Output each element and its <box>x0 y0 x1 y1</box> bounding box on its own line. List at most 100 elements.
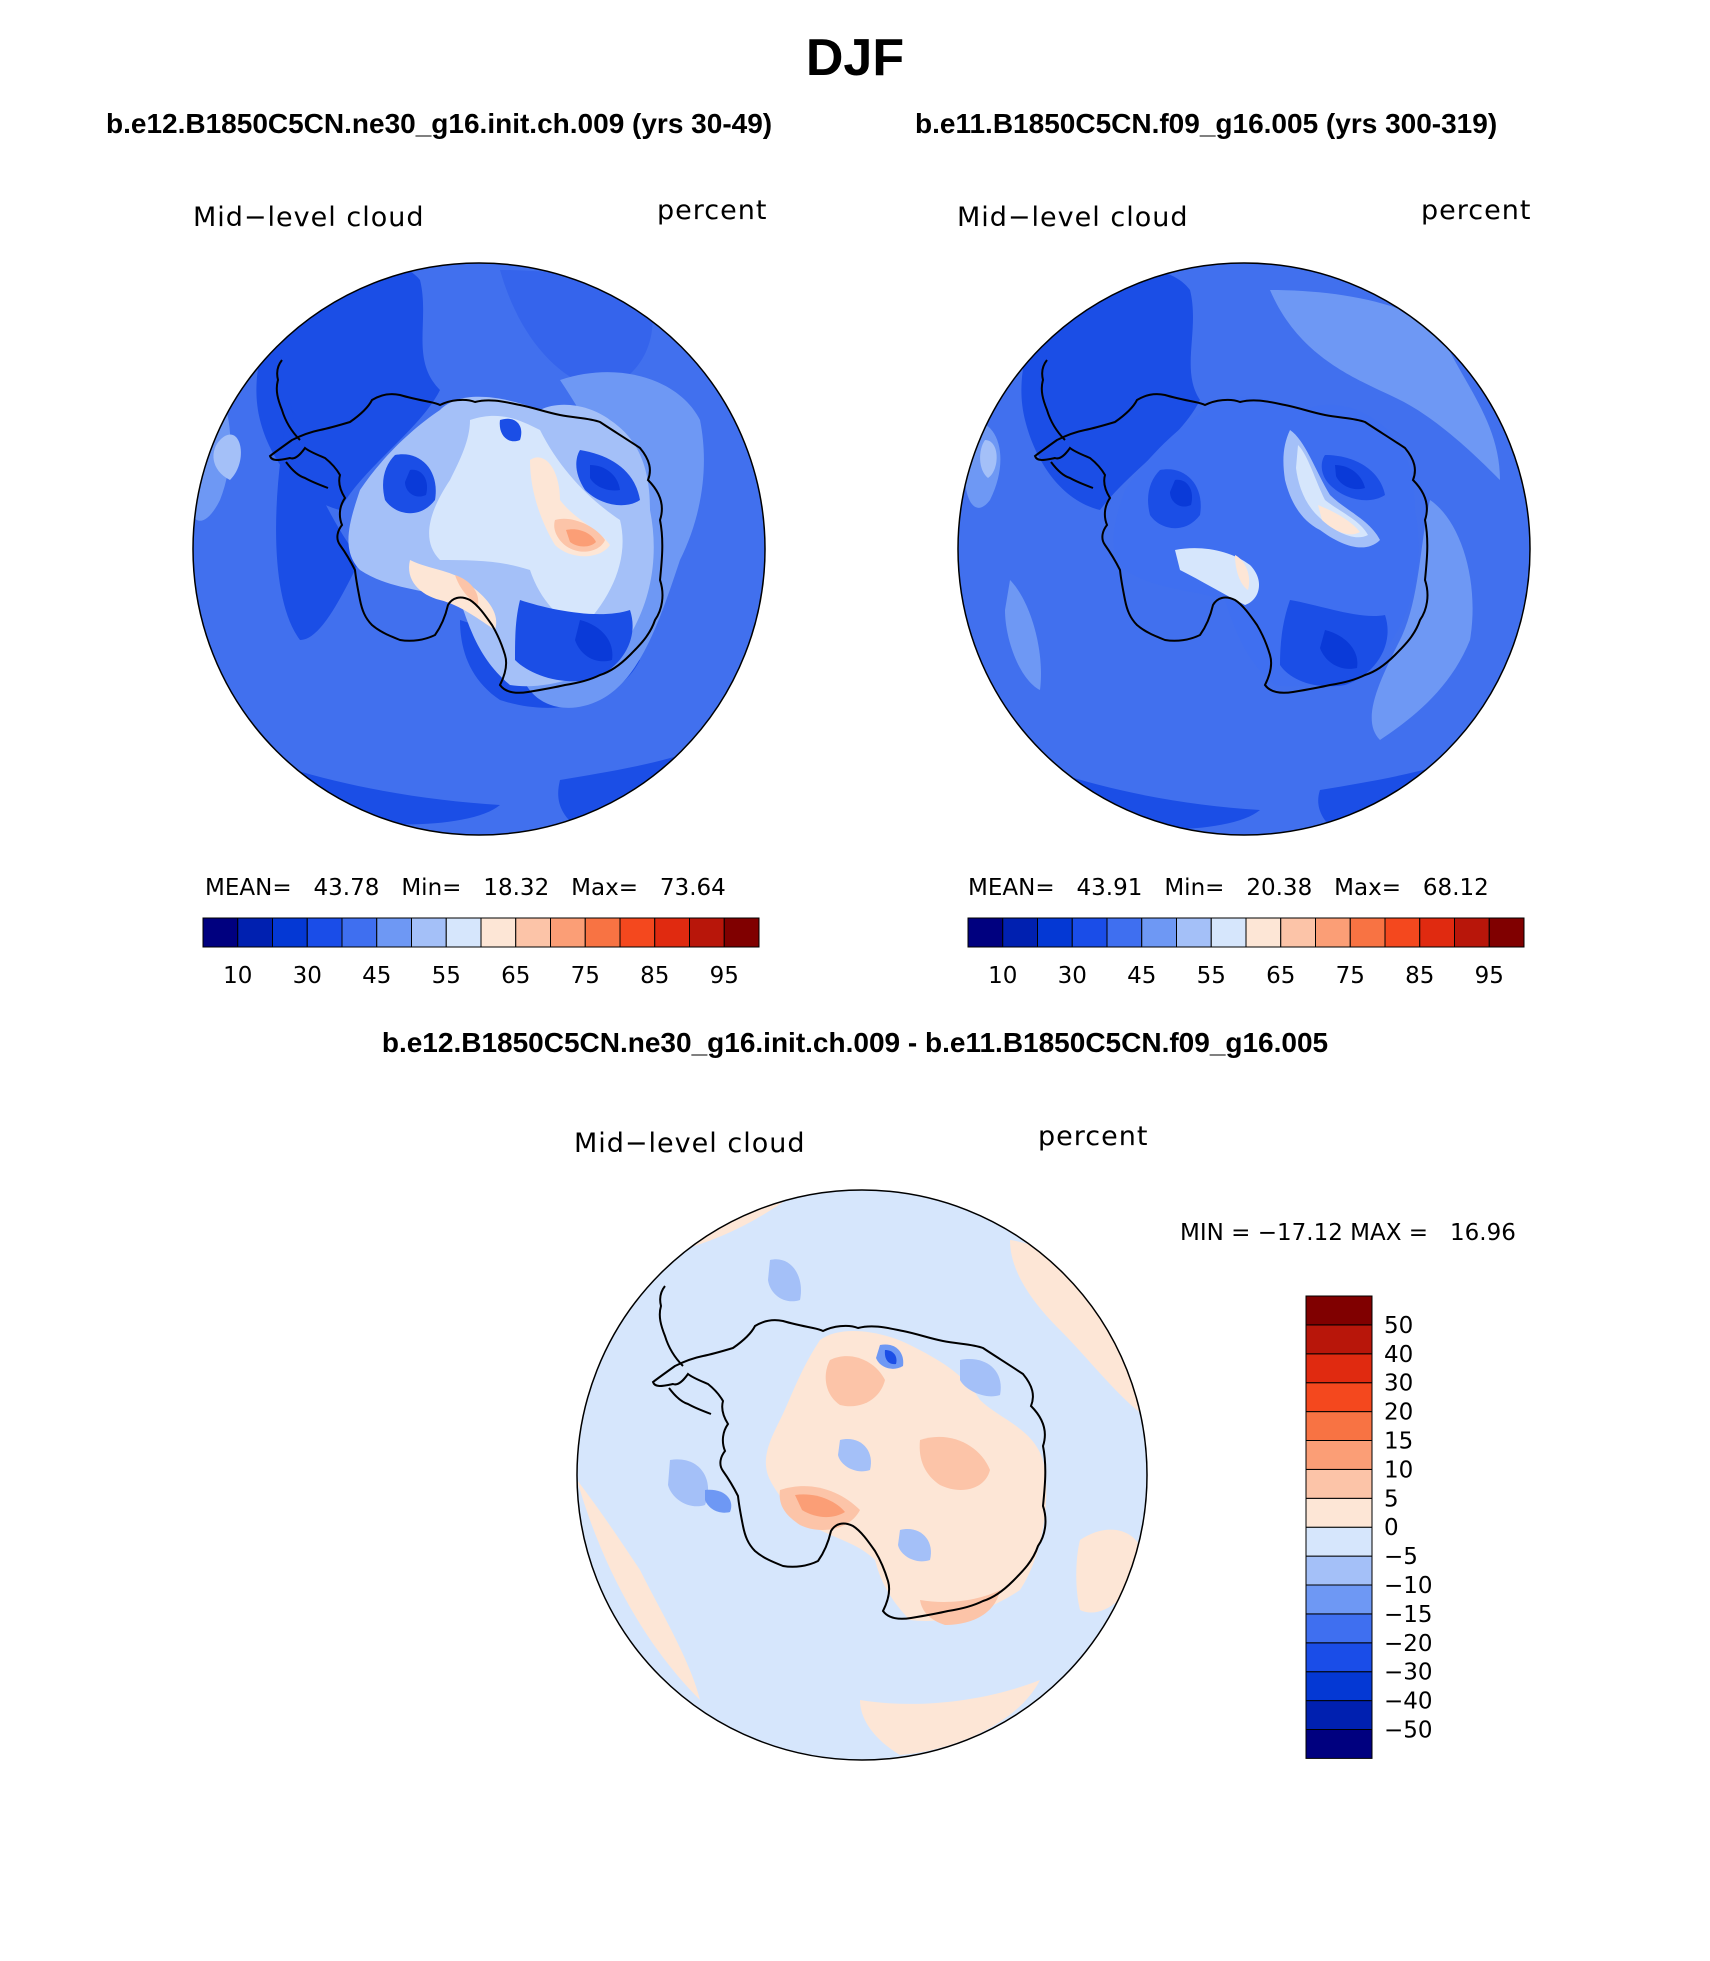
panel-2-colorbar-box <box>1176 917 1212 948</box>
panel-1-colorbar-box <box>723 917 760 948</box>
panel-2-colorbar-box <box>1315 917 1351 948</box>
diff-colorbar-tick-label: 30 <box>1384 1371 1413 1397</box>
diff-colorbar-tick-label: 50 <box>1384 1313 1413 1339</box>
panel-1-colorbar-box <box>341 917 378 948</box>
panel-2-variable-label: Mid−level cloud <box>957 202 1189 233</box>
diff-colorbar-tick-label: 0 <box>1384 1515 1399 1541</box>
panel-2-colorbar-box <box>1454 917 1490 948</box>
panel-2-min-label: Min= <box>1164 875 1225 901</box>
diff-colorbar-tick-label: −15 <box>1384 1602 1433 1628</box>
panel-2-colorbar: 10 30 45 55 65 75 85 95 <box>967 917 1525 989</box>
panel-2-colorbar-box <box>1210 917 1247 948</box>
panel-2-colorbar-tick-label: 45 <box>1127 963 1156 989</box>
diff-colorbar-box <box>1305 1295 1373 1326</box>
panel-2-map <box>957 262 1531 836</box>
figure-title: DJF <box>805 29 905 87</box>
panel-2-colorbar-box <box>1384 917 1421 948</box>
panel-1-colorbar-box <box>445 917 482 948</box>
diff-units-label: percent <box>1038 1121 1149 1152</box>
panel-2-colorbar-tick-label: 65 <box>1266 963 1295 989</box>
panel-1-min-label: Min= <box>401 875 462 901</box>
panel-1-mean-label: MEAN= <box>205 875 292 901</box>
diff-colorbar-tick-label: 40 <box>1384 1342 1413 1368</box>
panel-2-colorbar-box <box>1037 917 1073 948</box>
panel-1-max-label: Max= <box>571 875 638 901</box>
diff-map <box>576 1189 1148 1761</box>
diff-colorbar-box <box>1305 1324 1373 1355</box>
diff-colorbar-box <box>1305 1700 1373 1730</box>
diff-colorbar-tick-label: 15 <box>1384 1429 1413 1455</box>
panel-1-colorbar-box <box>654 917 690 948</box>
diff-colorbar-tick-label: −20 <box>1384 1631 1433 1657</box>
diff-minmax-text: MIN = −17.12 MAX = 16.96 <box>1180 1220 1516 1246</box>
diff-colorbar-box <box>1305 1642 1373 1673</box>
diff-colorbar-box <box>1305 1468 1373 1499</box>
panel-2-min-value: 20.38 <box>1246 875 1313 901</box>
panel-1-mean-value: 43.78 <box>313 875 380 901</box>
diff-colorbar-box <box>1305 1411 1373 1441</box>
panel-1-colorbar-tick-label: 95 <box>710 963 739 989</box>
panel-1-colorbar: 10 30 45 55 65 75 85 95 <box>202 917 760 989</box>
diff-colorbar-tick-label: 20 <box>1384 1400 1413 1426</box>
diff-colorbar-box <box>1305 1382 1373 1413</box>
panel-1-colorbar-box <box>376 917 412 948</box>
panel-1-colorbar-tick-label: 75 <box>571 963 600 989</box>
panel-1-colorbar-tick-label: 10 <box>223 963 252 989</box>
diff-colorbar-tick-label: −50 <box>1384 1718 1433 1744</box>
panel-1-colorbar-box <box>306 917 343 948</box>
panel-1-colorbar-tick-label: 85 <box>640 963 669 989</box>
diff-colorbar-tick-label: −5 <box>1384 1544 1418 1570</box>
panel-1-colorbar-tick-label: 55 <box>432 963 461 989</box>
panel-2-colorbar-box <box>967 917 1004 948</box>
panel-1-colorbar-tick-label: 45 <box>362 963 391 989</box>
diff-colorbar-box <box>1305 1671 1373 1702</box>
panel-2-colorbar-tick-label: 10 <box>988 963 1017 989</box>
panel-2-colorbar-tick-label: 55 <box>1197 963 1226 989</box>
panel-1-colorbar-box <box>550 917 586 948</box>
panel-2-colorbar-tick-label: 95 <box>1475 963 1504 989</box>
panel-2-max-value: 68.12 <box>1422 875 1489 901</box>
panel-1-colorbar-tick-label: 65 <box>501 963 530 989</box>
panel-1-units-label: percent <box>657 195 768 226</box>
diff-variable-label: Mid−level cloud <box>574 1128 806 1159</box>
diff-colorbar-tick-label: 10 <box>1384 1457 1413 1483</box>
panel-2-colorbar-box <box>1245 917 1282 948</box>
panel-2-colorbar-box <box>1106 917 1143 948</box>
panel-1-colorbar-box <box>237 917 273 948</box>
panel-1-colorbar-box <box>619 917 656 948</box>
panel-2-colorbar-box <box>1141 917 1177 948</box>
panel-1-colorbar-tick-label: 30 <box>293 963 322 989</box>
panel-2-colorbar-tick-label: 75 <box>1336 963 1365 989</box>
panel-2-colorbar-box <box>1280 917 1316 948</box>
panel-2-stats: MEAN= 43.91 Min= 20.38 Max= 68.12 <box>968 875 1489 901</box>
panel-1-max-value: 73.64 <box>659 875 726 901</box>
panel-2-colorbar-box <box>1488 917 1525 948</box>
panel-2-colorbar-tick-label: 30 <box>1058 963 1087 989</box>
diff-colorbar-box <box>1305 1497 1373 1528</box>
diff-colorbar-tick-label: −10 <box>1384 1573 1433 1599</box>
panel-2-colorbar-tick-label: 85 <box>1405 963 1434 989</box>
panel-1-map <box>192 262 766 836</box>
panel-2-colorbar-box <box>1071 917 1108 948</box>
panel-2-mean-label: MEAN= <box>968 875 1055 901</box>
diff-colorbar-box <box>1305 1555 1373 1586</box>
diff-colorbar-box <box>1305 1729 1373 1759</box>
panel-2-colorbar-box <box>1002 917 1038 948</box>
panel-1-colorbar-box <box>584 917 621 948</box>
panel-1-stats: MEAN= 43.78 Min= 18.32 Max= 73.64 <box>205 875 726 901</box>
panel-1-colorbar-box <box>480 917 517 948</box>
panel-1-case-title: b.e12.B1850C5CN.ne30_g16.init.ch.009 (yr… <box>106 108 773 139</box>
panel-2-case-title: b.e11.B1850C5CN.f09_g16.005 (yrs 300-319… <box>915 108 1498 139</box>
difference-title: b.e12.B1850C5CN.ne30_g16.init.ch.009 - b… <box>381 1027 1329 1058</box>
diff-colorbar-tick-label: 5 <box>1384 1486 1399 1512</box>
diff-colorbar-box <box>1305 1584 1373 1615</box>
panel-1-colorbar-box <box>689 917 725 948</box>
panel-1-colorbar-box <box>272 917 308 948</box>
diff-colorbar-box <box>1305 1613 1373 1644</box>
panel-2-units-label: percent <box>1421 195 1532 226</box>
panel-1-colorbar-box <box>411 917 447 948</box>
panel-2-mean-value: 43.91 <box>1076 875 1143 901</box>
panel-1-variable-label: Mid−level cloud <box>193 202 425 233</box>
